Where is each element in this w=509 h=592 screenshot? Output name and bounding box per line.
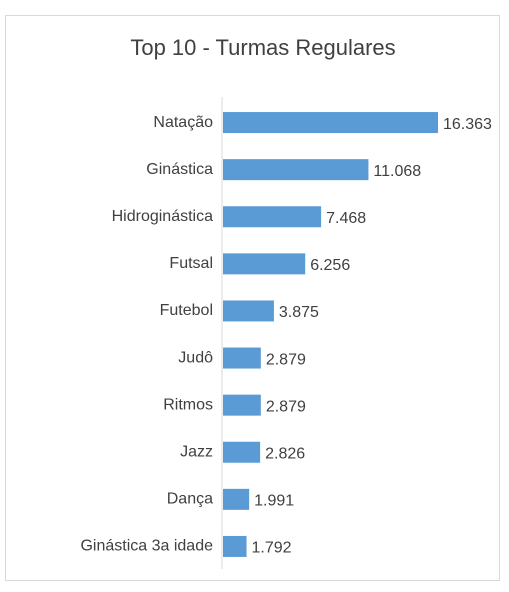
category-label: Natação: [153, 114, 213, 131]
value-label: 16.363: [443, 116, 492, 133]
category-label: Judô: [178, 349, 213, 366]
chart-border: [5, 15, 500, 581]
bar: [223, 253, 306, 275]
value-label: 2.879: [266, 398, 306, 415]
value-label: 1.991: [254, 493, 294, 510]
bar: [223, 394, 261, 416]
bar: [223, 159, 369, 181]
category-label: Dança: [167, 491, 213, 508]
value-label: 11.068: [373, 163, 421, 180]
category-label: Hidroginástica: [112, 208, 213, 225]
bar: [223, 206, 322, 228]
bar: [223, 441, 261, 463]
category-label: Ritmos: [163, 396, 213, 413]
bar: [223, 300, 274, 322]
value-label: 6.256: [310, 257, 350, 274]
category-label: Jazz: [180, 443, 213, 460]
category-label: Futebol: [160, 302, 213, 319]
value-label: 2.879: [266, 351, 306, 368]
value-label: 1.792: [252, 540, 292, 557]
bar: [223, 347, 261, 369]
category-label: Ginástica: [146, 161, 213, 178]
value-label: 7.468: [326, 210, 366, 227]
value-label: 2.826: [265, 445, 305, 462]
value-label: 3.875: [279, 304, 319, 321]
category-label: Futsal: [169, 255, 213, 272]
chart-title: Top 10 - Turmas Regulares: [130, 35, 395, 60]
bar: [223, 112, 438, 134]
bar: [223, 535, 247, 557]
category-label: Ginástica 3a idade: [80, 538, 213, 555]
bar: [223, 488, 250, 510]
